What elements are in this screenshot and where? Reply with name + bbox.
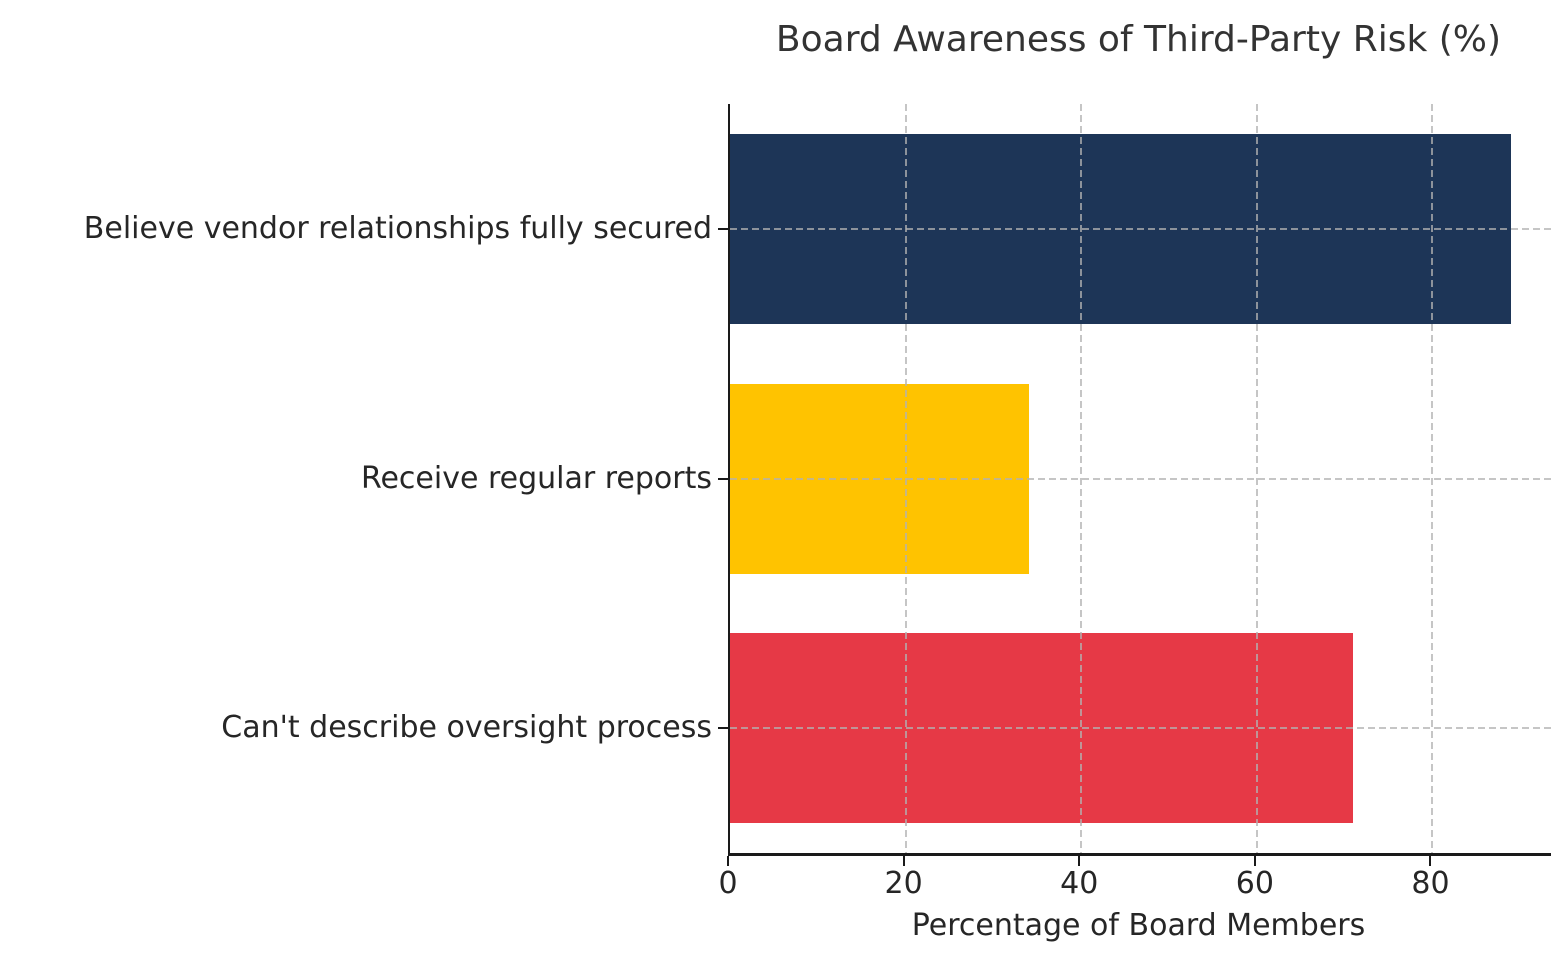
x-tick-mark-60 (1253, 856, 1256, 866)
category-label-1: Receive regular reports (360, 460, 712, 496)
gridline-v-60 (1255, 104, 1258, 853)
x-tick-label-60: 60 (1235, 866, 1274, 901)
gridline-v-20 (904, 104, 907, 853)
x-tick-mark-0 (727, 856, 729, 866)
chart-title: Board Awareness of Third-Party Risk (%) (775, 19, 1502, 60)
x-tick-mark-20 (902, 856, 905, 866)
y-tick-mark-1 (718, 477, 728, 480)
gridline-h-0 (730, 227, 1551, 230)
y-tick-mark-0 (718, 227, 728, 230)
plot-area (728, 104, 1551, 856)
gridline-v-80 (1431, 104, 1434, 853)
category-label-2: Can't describe oversight process (221, 710, 712, 746)
x-tick-label-40: 40 (1060, 866, 1099, 901)
gridline-v-40 (1080, 104, 1083, 853)
x-tick-label-0: 0 (718, 866, 738, 901)
x-axis-label: Percentage of Board Members (911, 908, 1366, 943)
x-tick-mark-80 (1429, 856, 1432, 866)
category-label-0: Believe vendor relationships fully secur… (83, 210, 712, 246)
gridline-h-2 (730, 727, 1551, 730)
gridline-h-1 (730, 477, 1551, 480)
x-tick-label-80: 80 (1411, 866, 1450, 901)
y-tick-mark-2 (718, 727, 728, 730)
x-tick-label-20: 20 (884, 866, 923, 901)
x-tick-mark-40 (1078, 856, 1081, 866)
